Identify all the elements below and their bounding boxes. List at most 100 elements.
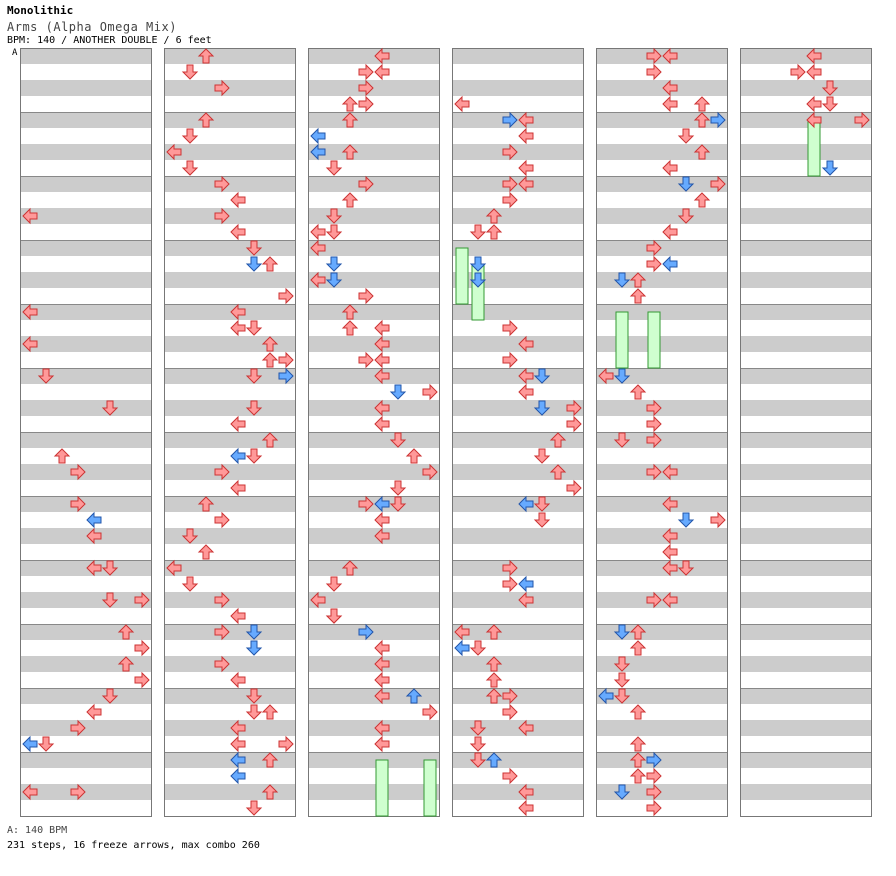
step-arrow-left [662,495,678,513]
chart-stats: 231 steps, 16 freeze arrows, max combo 2… [7,840,260,851]
step-arrow-left [230,415,246,433]
beat-stripe [308,48,440,64]
step-arrow-down [677,128,695,144]
step-arrow-left [598,687,614,705]
step-arrow-down [245,624,263,640]
step-arrow-down [469,736,487,752]
step-arrow-right [422,463,438,481]
beat-stripe [596,592,728,608]
beat-stripe [20,112,152,128]
chart-column [164,48,296,817]
beat-stripe [452,208,584,224]
step-chart [20,47,872,817]
beat-stripe [20,496,152,512]
step-arrow-left [310,127,326,145]
step-arrow-up [261,256,279,272]
beat-stripe [20,368,152,384]
step-arrow-up [261,704,279,720]
beat-stripe [740,48,872,64]
beat-stripe [308,432,440,448]
step-arrow-left [806,111,822,129]
step-arrow-down [613,624,631,640]
beat-stripe [740,176,872,192]
step-arrow-down [101,688,119,704]
beat-stripe [740,400,872,416]
step-arrow-right [134,671,150,689]
step-arrow-left [86,703,102,721]
step-arrow-left [230,191,246,209]
beat-stripe [20,400,152,416]
beat-stripe [596,48,728,64]
beat-stripe [20,144,152,160]
step-arrow-up [405,448,423,464]
beat-stripe [596,400,728,416]
step-arrow-right [646,463,662,481]
beat-stripe [740,336,872,352]
beat-stripe [20,304,152,320]
beat-stripe [596,656,728,672]
beat-stripe [20,720,152,736]
step-arrow-down [37,736,55,752]
step-arrow-down [245,640,263,656]
step-arrow-left [374,63,390,81]
step-arrow-right [502,767,518,785]
step-arrow-up [261,784,279,800]
step-arrow-up [693,96,711,112]
step-arrow-left [374,735,390,753]
beat-stripe [740,528,872,544]
step-arrow-down [533,400,551,416]
beat-stripe [20,688,152,704]
step-arrow-right [854,111,870,129]
beat-stripe [596,496,728,512]
step-arrow-up [629,272,647,288]
beat-stripe [164,144,296,160]
step-arrow-left [518,159,534,177]
beat-stripe [740,144,872,160]
beat-stripe [596,720,728,736]
step-arrow-down [821,160,839,176]
step-arrow-down [245,800,263,816]
freeze-arrow [375,759,389,817]
step-arrow-up [629,768,647,784]
beat-stripe [164,400,296,416]
beat-stripe [164,656,296,672]
beat-stripe [308,528,440,544]
beat-stripe [596,176,728,192]
beat-stripe [452,112,584,128]
step-arrow-left [166,559,182,577]
step-arrow-down [245,688,263,704]
beat-stripe [308,496,440,512]
beat-stripe [740,368,872,384]
step-arrow-up [485,688,503,704]
step-arrow-right [214,175,230,193]
beat-stripe [740,560,872,576]
step-arrow-right [710,175,726,193]
step-arrow-left [374,687,390,705]
step-arrow-left [374,335,390,353]
step-arrow-right [70,495,86,513]
step-arrow-left [518,335,534,353]
step-arrow-down [245,320,263,336]
step-arrow-down [469,224,487,240]
step-arrow-right [566,415,582,433]
beat-stripe [452,592,584,608]
step-arrow-left [662,543,678,561]
step-arrow-down [37,368,55,384]
step-arrow-down [101,400,119,416]
step-arrow-down [533,368,551,384]
freeze-arrow [615,311,629,369]
step-arrow-right [214,207,230,225]
step-arrow-down [325,208,343,224]
step-arrow-right [502,175,518,193]
step-arrow-left [806,95,822,113]
step-arrow-down [325,576,343,592]
step-arrow-left [518,383,534,401]
step-arrow-down [325,608,343,624]
step-arrow-left [662,79,678,97]
beat-stripe [596,752,728,768]
step-arrow-right [646,767,662,785]
beat-stripe [20,80,152,96]
step-arrow-up [485,224,503,240]
step-arrow-down [469,720,487,736]
step-arrow-left [374,47,390,65]
